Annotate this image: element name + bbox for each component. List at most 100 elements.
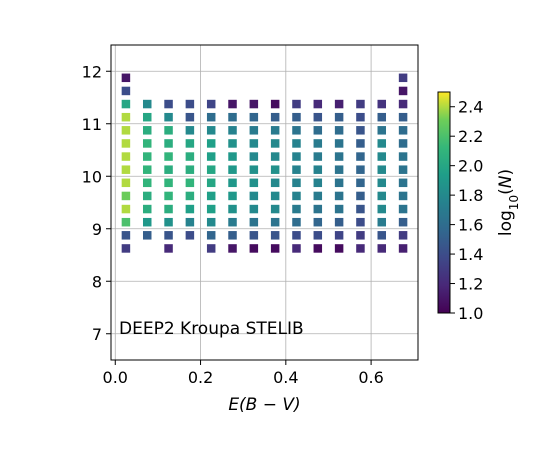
heatmap-cell (185, 191, 195, 201)
annotation-text: DEEP2 Kroupa STELIB (119, 319, 304, 339)
heatmap-cell (142, 139, 152, 148)
heatmap-cell (185, 178, 195, 188)
heatmap-cell (121, 178, 131, 188)
heatmap-cell (121, 73, 131, 83)
y-tick-label: 7 (92, 325, 102, 344)
colorbar-tick-label: 2.0 (458, 157, 483, 176)
heatmap-cell (270, 126, 280, 135)
heatmap-cell (292, 112, 301, 122)
heatmap-cell (270, 244, 280, 253)
heatmap-cell (313, 112, 323, 122)
heatmap-cell (206, 244, 216, 253)
heatmap-cell (228, 165, 237, 174)
heatmap-cell (313, 178, 323, 188)
heatmap-cell (270, 217, 280, 227)
heatmap-cell (398, 204, 408, 214)
colorbar-label: log10(N) (496, 169, 521, 236)
heatmap-cell (142, 152, 152, 161)
y-tick-label: 11 (82, 115, 102, 134)
heatmap-cell (142, 217, 152, 227)
heatmap-cell (164, 178, 173, 188)
heatmap-cell (228, 152, 237, 161)
heatmap-cell (164, 99, 173, 109)
heatmap-cell (206, 178, 216, 188)
colorbar-tick-label: 1.2 (458, 275, 483, 294)
heatmap-cell (206, 217, 216, 227)
heatmap-cell (377, 244, 387, 253)
heatmap-cell (356, 204, 365, 214)
heatmap-cell (334, 244, 344, 253)
heatmap-cell (142, 204, 152, 214)
heatmap-cell (398, 99, 408, 109)
heatmap-cell (142, 191, 152, 201)
heatmap-cell (292, 217, 301, 227)
heatmap-cell (164, 244, 173, 253)
heatmap-cell (356, 231, 365, 240)
heatmap-cell (142, 178, 152, 188)
heatmap-cell (334, 231, 344, 240)
heatmap-cell (270, 191, 280, 201)
heatmap-cell (164, 112, 173, 122)
heatmap-cell (356, 152, 365, 161)
heatmap-cell (313, 231, 323, 240)
colorbar-tick-label: 2.2 (458, 127, 483, 146)
x-tick-label: 0.2 (188, 368, 213, 387)
heatmap-cell (206, 112, 216, 122)
x-tick-label: 0.0 (103, 368, 128, 387)
y-tick-label: 10 (82, 167, 102, 186)
heatmap-cell (292, 204, 301, 214)
heatmap-cell (356, 126, 365, 135)
heatmap-cell (398, 139, 408, 148)
heatmap-cell (313, 165, 323, 174)
heatmap-cell (398, 126, 408, 135)
heatmap-cell (185, 126, 195, 135)
heatmap-cell (164, 204, 173, 214)
heatmap-cell (313, 99, 323, 109)
heatmap-cell (334, 99, 344, 109)
heatmap-cell (121, 152, 131, 161)
heatmap-cell (185, 204, 195, 214)
heatmap-cell (164, 152, 173, 161)
heatmap-cell (249, 152, 259, 161)
heatmap-cell (292, 165, 301, 174)
heatmap-cell (249, 244, 259, 253)
heatmap-cell (206, 204, 216, 214)
plot-frame (110, 44, 419, 361)
heatmap-cell (228, 99, 237, 109)
heatmap-cell (142, 231, 152, 240)
heatmap-cell (377, 165, 387, 174)
x-tick-label: 0.6 (358, 368, 383, 387)
heatmap-cell (334, 112, 344, 122)
heatmap-cell (356, 165, 365, 174)
heatmap-cell (313, 139, 323, 148)
heatmap-cell (398, 165, 408, 174)
heatmap-cell (185, 139, 195, 148)
heatmap-cell (377, 217, 387, 227)
heatmap-cell (206, 139, 216, 148)
heatmap-cell (270, 165, 280, 174)
heatmap-cell (398, 112, 408, 122)
heatmap-cell (228, 178, 237, 188)
heatmap-cell (398, 191, 408, 201)
heatmap-cell (313, 204, 323, 214)
heatmap-cell (398, 244, 408, 253)
heatmap-cell (270, 99, 280, 109)
heatmap-cell (228, 244, 237, 253)
heatmap-cell (334, 191, 344, 201)
heatmap-cell (313, 244, 323, 253)
heatmap-cell (249, 178, 259, 188)
heatmap-cell (356, 244, 365, 253)
heatmap-cell (228, 126, 237, 135)
heatmap-cell (185, 99, 195, 109)
heatmap-cell (164, 139, 173, 148)
x-tick-label: 0.4 (273, 368, 298, 387)
heatmap-cell (185, 112, 195, 122)
heatmap-cell (228, 139, 237, 148)
heatmap-cell (334, 139, 344, 148)
heatmap-cell (185, 152, 195, 161)
heatmap-cell (121, 204, 131, 214)
heatmap-cell (270, 112, 280, 122)
heatmap-cell (121, 244, 131, 253)
heatmap-cell (185, 165, 195, 174)
